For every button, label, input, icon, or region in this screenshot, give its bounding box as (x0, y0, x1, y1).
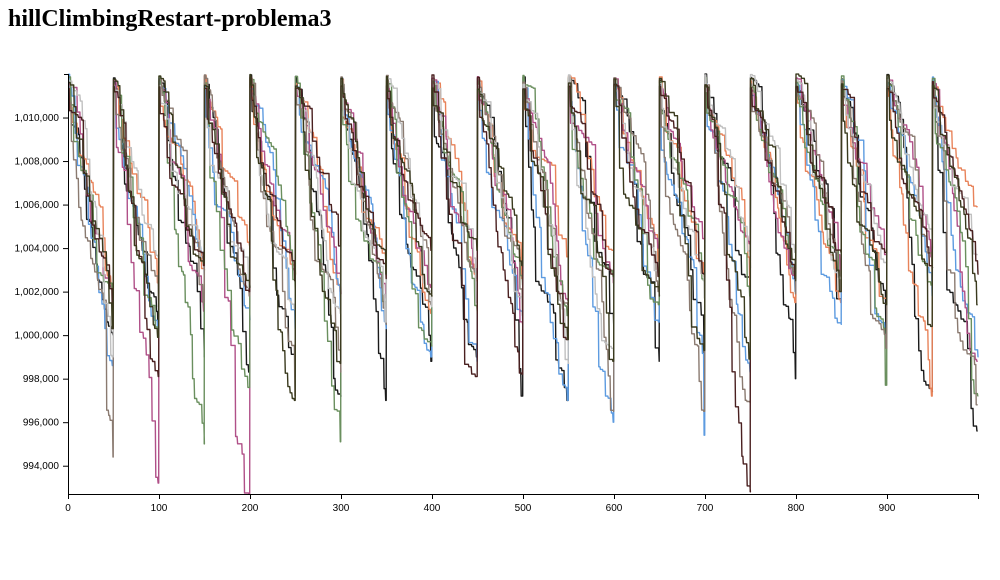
x-tick-label-2: 200 (242, 503, 259, 514)
series-line-9 (68, 73, 978, 402)
x-tick-label-4: 400 (424, 503, 441, 514)
series-layer (68, 73, 979, 495)
y-tick-label-6: 1,006,000 (15, 200, 60, 211)
y-tick-label-0: 994,000 (23, 461, 60, 472)
x-tick-label-1: 100 (151, 503, 168, 514)
series-line-1 (68, 73, 978, 432)
y-tick-label-8: 1,010,000 (15, 113, 60, 124)
y-tick-label-4: 1,002,000 (15, 287, 60, 298)
y-tick-label-5: 1,004,000 (15, 244, 60, 255)
x-tick-label-8: 800 (788, 503, 805, 514)
x-tick-label-3: 300 (333, 503, 350, 514)
x-tick-label-5: 500 (515, 503, 532, 514)
axis-layer: 0 100 200 300 400 500 600 700 800 900 994,000 996,0… (15, 74, 979, 514)
y-tick-label-1: 996,000 (23, 418, 60, 429)
y-tick-label-3: 1,000,000 (15, 331, 60, 342)
series-line-7 (68, 73, 978, 365)
x-tick-label-7: 700 (697, 503, 714, 514)
y-tick-label-2: 998,000 (23, 374, 60, 385)
chart-title: hillClimbingRestart-problema3 (8, 6, 332, 32)
y-tick-label-7: 1,008,000 (15, 157, 60, 168)
x-tick-label-6: 600 (606, 503, 623, 514)
x-tick-label-0: 0 (65, 503, 71, 514)
x-tick-label-9: 900 (879, 503, 896, 514)
